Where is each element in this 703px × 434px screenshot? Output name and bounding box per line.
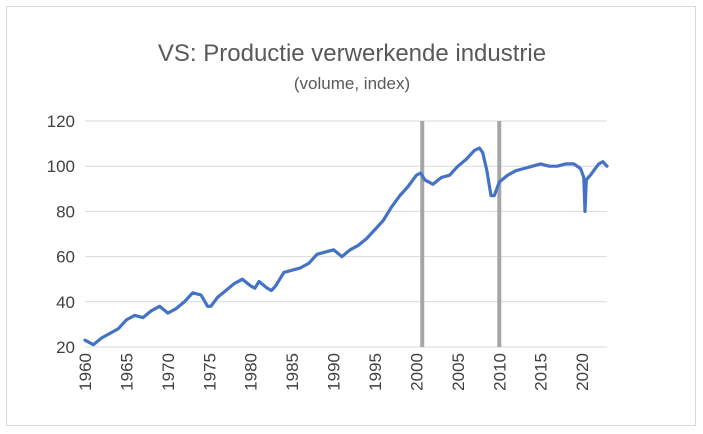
vertical-reference-lines bbox=[420, 121, 502, 347]
series-line bbox=[83, 146, 609, 347]
x-tick-label: 1995 bbox=[366, 353, 385, 391]
y-tick-label: 20 bbox=[56, 338, 75, 357]
x-tick-label: 1980 bbox=[242, 353, 261, 391]
x-tick-label: 2020 bbox=[573, 353, 592, 391]
x-tick-label: 1985 bbox=[283, 353, 302, 391]
grid-lines bbox=[85, 120, 607, 348]
x-tick-label: 2005 bbox=[449, 353, 468, 391]
x-tick-label: 2010 bbox=[490, 353, 509, 391]
y-tick-label: 80 bbox=[56, 202, 75, 221]
series-layer bbox=[83, 146, 609, 347]
y-tick-label: 120 bbox=[47, 112, 75, 131]
x-tick-label: 1965 bbox=[117, 353, 136, 391]
chart-subtitle: (volume, index) bbox=[294, 74, 410, 93]
x-tick-label: 1990 bbox=[325, 353, 344, 391]
y-axis-ticks: 20 40 60 80 100 120 bbox=[47, 112, 75, 357]
x-tick-label: 2000 bbox=[407, 353, 426, 391]
chart-frame: VS: Productie verwerkende industrie (vol… bbox=[6, 6, 696, 426]
x-tick-label: 1960 bbox=[76, 353, 95, 391]
y-tick-label: 40 bbox=[56, 293, 75, 312]
line-chart: VS: Productie verwerkende industrie (vol… bbox=[47, 40, 609, 391]
x-axis-ticks: 1960 1965 1970 1975 1980 1985 1990 1995 2000 2005… bbox=[76, 353, 592, 391]
y-tick-label: 60 bbox=[56, 248, 75, 267]
x-tick-label: 2015 bbox=[532, 353, 551, 391]
y-tick-label: 100 bbox=[47, 157, 75, 176]
x-tick-label: 1970 bbox=[159, 353, 178, 391]
x-tick-label: 1975 bbox=[200, 353, 219, 391]
chart-title: VS: Productie verwerkende industrie bbox=[158, 40, 546, 67]
